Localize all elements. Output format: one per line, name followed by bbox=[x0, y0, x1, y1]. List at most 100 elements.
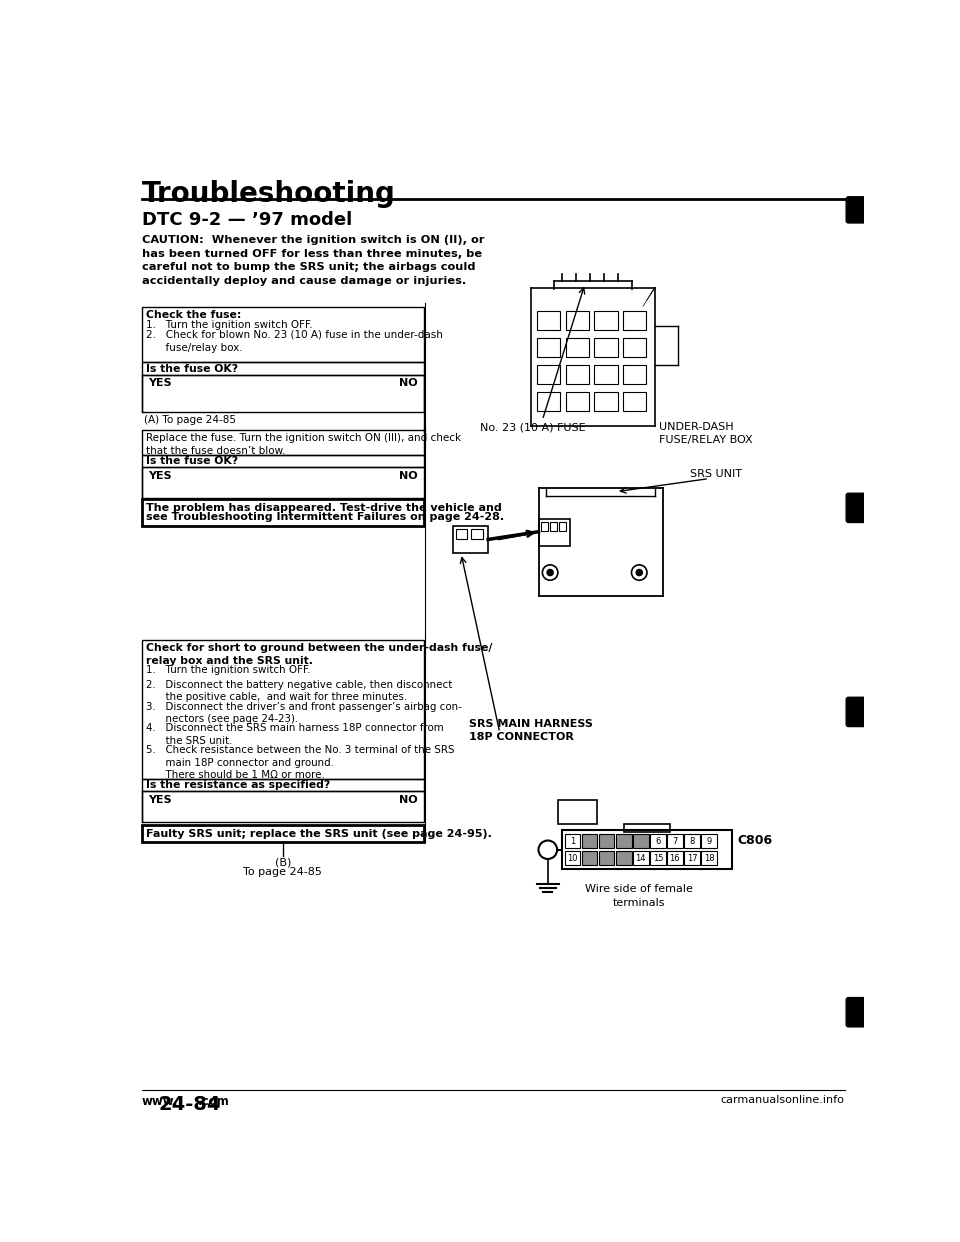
Bar bbox=[142, 455, 423, 467]
Text: 7: 7 bbox=[672, 837, 678, 846]
Bar bbox=[560, 522, 566, 532]
Circle shape bbox=[547, 570, 553, 575]
Text: 1.   Turn the ignition switch OFF.: 1. Turn the ignition switch OFF. bbox=[146, 320, 312, 330]
Text: SRS UNIT: SRS UNIT bbox=[689, 468, 742, 478]
Bar bbox=[616, 835, 632, 848]
FancyBboxPatch shape bbox=[846, 697, 866, 727]
Text: 16: 16 bbox=[669, 853, 681, 863]
Bar bbox=[623, 310, 646, 330]
Text: 2.   Disconnect the battery negative cable, then disconnect
      the positive c: 2. Disconnect the battery negative cable… bbox=[146, 679, 452, 702]
Bar bbox=[599, 851, 614, 866]
Bar bbox=[582, 835, 597, 848]
Text: The problem has disappeared. Test-drive the vehicle and: The problem has disappeared. Test-drive … bbox=[146, 503, 501, 513]
Text: 1: 1 bbox=[570, 837, 575, 846]
Text: 8: 8 bbox=[689, 837, 695, 846]
Bar bbox=[537, 310, 561, 330]
Text: NO: NO bbox=[399, 795, 418, 805]
Text: carmanualsonline.info: carmanualsonline.info bbox=[721, 1094, 845, 1104]
Text: Faulty SRS unit; replace the SRS unit (see page 24-95).: Faulty SRS unit; replace the SRS unit (s… bbox=[146, 828, 492, 838]
Bar bbox=[565, 365, 588, 384]
Bar bbox=[142, 779, 423, 791]
Bar bbox=[650, 851, 665, 866]
Text: UNDER-DASH
FUSE/RELAY BOX: UNDER-DASH FUSE/RELAY BOX bbox=[659, 422, 753, 445]
Bar bbox=[594, 365, 617, 384]
Bar bbox=[142, 375, 423, 411]
Text: C806: C806 bbox=[737, 833, 772, 847]
Bar bbox=[582, 851, 597, 866]
Text: Check for short to ground between the under-dash fuse/
relay box and the SRS uni: Check for short to ground between the un… bbox=[146, 643, 492, 666]
Bar bbox=[537, 365, 561, 384]
Bar bbox=[537, 338, 561, 356]
Bar bbox=[537, 391, 561, 411]
Text: (B): (B) bbox=[275, 857, 291, 867]
Bar bbox=[667, 835, 683, 848]
Bar bbox=[453, 527, 488, 553]
Text: 5.   Check resistance between the No. 3 terminal of the SRS
      main 18P conne: 5. Check resistance between the No. 3 te… bbox=[146, 745, 454, 780]
Text: 15: 15 bbox=[653, 853, 663, 863]
Text: 18: 18 bbox=[704, 853, 714, 863]
Text: Wire side of female
terminals: Wire side of female terminals bbox=[586, 884, 693, 908]
Text: Check the fuse:: Check the fuse: bbox=[146, 310, 241, 320]
Bar bbox=[684, 835, 700, 848]
Bar bbox=[684, 851, 700, 866]
Text: YES: YES bbox=[148, 471, 172, 481]
Bar bbox=[650, 835, 665, 848]
FancyBboxPatch shape bbox=[846, 493, 866, 523]
Bar bbox=[565, 338, 588, 356]
Bar bbox=[616, 851, 632, 866]
Bar bbox=[624, 825, 670, 832]
Circle shape bbox=[636, 570, 642, 575]
Bar bbox=[142, 791, 423, 822]
Text: YES: YES bbox=[148, 379, 172, 389]
Text: .com: .com bbox=[198, 1094, 229, 1108]
Bar bbox=[564, 851, 581, 866]
FancyBboxPatch shape bbox=[846, 196, 866, 224]
Bar bbox=[142, 825, 423, 842]
Bar bbox=[142, 363, 423, 375]
Bar bbox=[456, 529, 468, 539]
Bar bbox=[540, 522, 548, 532]
Text: Is the resistance as specified?: Is the resistance as specified? bbox=[146, 780, 330, 790]
Bar bbox=[142, 499, 423, 525]
Text: 6: 6 bbox=[655, 837, 660, 846]
Text: 14: 14 bbox=[636, 853, 646, 863]
Text: Replace the fuse. Turn the ignition switch ON (III), and check
that the fuse doe: Replace the fuse. Turn the ignition swit… bbox=[146, 433, 461, 456]
Text: 2.   Check for blown No. 23 (10 A) fuse in the under-dash
      fuse/relay box.: 2. Check for blown No. 23 (10 A) fuse in… bbox=[146, 330, 443, 353]
Bar bbox=[539, 519, 569, 545]
Text: 24-84: 24-84 bbox=[158, 1094, 221, 1114]
Bar bbox=[594, 338, 617, 356]
Text: (A) To page 24-85: (A) To page 24-85 bbox=[144, 415, 236, 425]
Text: Troubleshooting: Troubleshooting bbox=[142, 180, 396, 207]
Bar bbox=[623, 365, 646, 384]
Text: 1.   Turn the ignition switch OFF.: 1. Turn the ignition switch OFF. bbox=[146, 664, 310, 674]
Bar bbox=[562, 831, 732, 869]
Bar bbox=[558, 800, 596, 825]
Text: No. 23 (10 A) FUSE: No. 23 (10 A) FUSE bbox=[480, 422, 586, 432]
Text: NO: NO bbox=[399, 379, 418, 389]
Bar bbox=[633, 835, 649, 848]
Bar bbox=[565, 310, 588, 330]
Bar bbox=[623, 338, 646, 356]
Bar bbox=[594, 391, 617, 411]
Text: see Troubleshooting Intermittent Failures on page 24-28.: see Troubleshooting Intermittent Failure… bbox=[146, 513, 504, 523]
Bar bbox=[564, 835, 581, 848]
Text: DTC 9-2 — ’97 model: DTC 9-2 — ’97 model bbox=[142, 211, 352, 229]
Bar bbox=[667, 851, 683, 866]
Text: 10: 10 bbox=[567, 853, 578, 863]
Bar bbox=[142, 467, 423, 498]
Text: NO: NO bbox=[399, 471, 418, 481]
Text: 4.   Disconnect the SRS main harness 18P connector from
      the SRS unit.: 4. Disconnect the SRS main harness 18P c… bbox=[146, 723, 444, 746]
Text: CAUTION:  Whenever the ignition switch is ON (II), or
has been turned OFF for le: CAUTION: Whenever the ignition switch is… bbox=[142, 235, 484, 286]
Text: 9: 9 bbox=[707, 837, 711, 846]
Bar bbox=[565, 391, 588, 411]
Bar bbox=[594, 310, 617, 330]
Text: SRS MAIN HARNESS
18P CONNECTOR: SRS MAIN HARNESS 18P CONNECTOR bbox=[468, 719, 592, 741]
Bar bbox=[599, 835, 614, 848]
Bar bbox=[633, 851, 649, 866]
Text: To page 24-85: To page 24-85 bbox=[243, 867, 323, 877]
Bar bbox=[142, 430, 423, 455]
Text: www.: www. bbox=[142, 1094, 179, 1108]
Bar bbox=[701, 851, 717, 866]
Text: 17: 17 bbox=[686, 853, 697, 863]
FancyBboxPatch shape bbox=[846, 997, 866, 1027]
